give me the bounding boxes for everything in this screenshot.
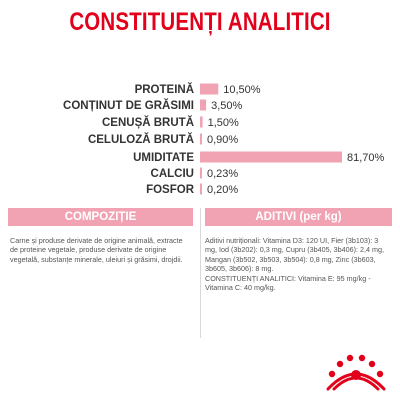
category-label: CENUȘĂ BRUTĂ bbox=[102, 116, 194, 129]
value-label: 0,20% bbox=[207, 184, 238, 196]
section-divider bbox=[200, 208, 201, 338]
additives-vitamins-paragraph: CONSTITUENȚI ANALITICI: Vitamina E: 95 m… bbox=[205, 273, 371, 293]
composition-text: Carne și produse derivate de origine ani… bbox=[10, 236, 192, 264]
additives-text: Aditivi nutriționali: Vitamina D3: 120 U… bbox=[205, 236, 390, 292]
additives-paragraph: Aditivi nutriționali: Vitamina D3: 120 U… bbox=[205, 236, 384, 274]
value-label: 81,70% bbox=[347, 152, 385, 164]
category-label: PROTEINĂ bbox=[135, 83, 194, 96]
value-label: 0,23% bbox=[207, 168, 238, 180]
bar bbox=[200, 167, 202, 179]
category-label: CALCIU bbox=[151, 168, 194, 180]
category-label: UMIDITATE bbox=[133, 152, 194, 164]
value-label: 1,50% bbox=[208, 117, 239, 129]
value-label: 3,50% bbox=[211, 100, 242, 112]
category-label: CONȚINUT DE GRĂSIMI bbox=[63, 99, 194, 112]
bar bbox=[200, 116, 203, 128]
bar bbox=[200, 83, 219, 95]
analytical-constituents-chart: PROTEINĂ 10,50% CONȚINUT DE GRĂSIMI 3,50% CE… bbox=[63, 83, 385, 196]
category-label: FOSFOR bbox=[146, 184, 195, 196]
bar bbox=[200, 133, 202, 145]
value-label: 10,50% bbox=[223, 84, 261, 96]
composition-header: COMPOZIȚIE bbox=[8, 208, 193, 226]
additives-header: ADITIVI (per kg) bbox=[205, 208, 392, 226]
page-title: CONSTITUENȚI ANALITICI bbox=[69, 8, 331, 36]
royal-canin-crown-logo-icon bbox=[326, 354, 386, 391]
bar bbox=[200, 183, 202, 195]
composition-paragraph: Carne și produse derivate de origine ani… bbox=[10, 236, 183, 264]
value-label: 0,90% bbox=[207, 134, 238, 146]
bar bbox=[200, 151, 342, 163]
bar bbox=[200, 99, 207, 111]
category-label: CELULOZĂ BRUTĂ bbox=[88, 133, 194, 146]
